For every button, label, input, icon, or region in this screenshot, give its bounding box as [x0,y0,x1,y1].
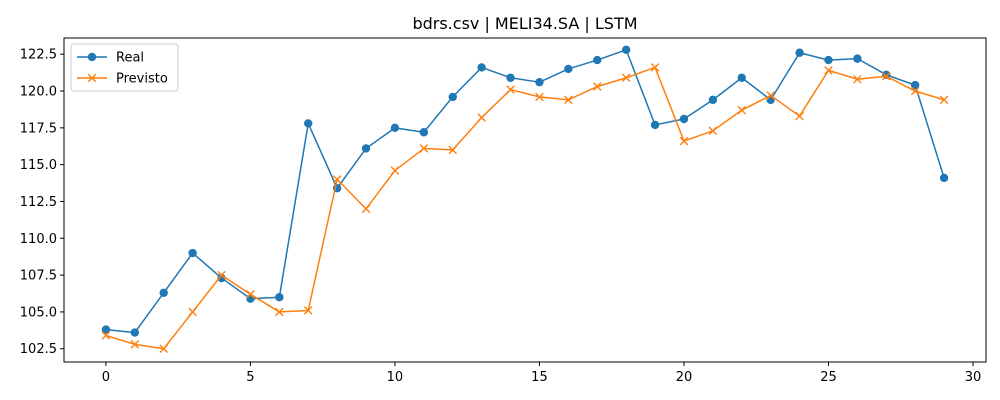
x-tick-label: 0 [102,370,110,385]
data-point [853,54,862,63]
data-point [564,95,573,105]
data-point [737,73,746,82]
x-tick-label: 25 [820,370,837,385]
data-point [188,307,197,317]
data-point [506,73,515,82]
x-tick-label: 10 [387,370,404,385]
data-point [304,119,313,128]
data-point [361,204,371,214]
legend: Real Previsto [70,43,179,92]
data-point [390,123,400,133]
y-tick-label: 122.5 [20,48,57,63]
data-point [448,92,457,102]
data-point [332,175,342,184]
data-point [506,85,515,94]
data-point [477,113,486,122]
data-point [419,128,429,137]
data-point [477,63,486,72]
data-point [246,289,255,299]
data-point [824,66,833,75]
data-point [593,55,602,65]
y-tick-label: 105.0 [20,305,57,320]
series-real [101,45,949,337]
data-point [824,55,833,65]
legend-item: Previsto [77,72,168,87]
data-point [188,248,197,258]
y-tick-label: 110.0 [20,232,57,247]
data-point [101,331,111,340]
data-point [910,80,920,90]
data-point [303,306,313,315]
data-point [766,91,775,100]
data-point [361,144,371,153]
data-point [130,340,140,349]
data-point [535,77,544,87]
legend-marker [87,52,97,62]
data-point [737,105,747,115]
data-point [390,166,400,175]
y-tick-label: 120.0 [20,85,57,100]
data-point [217,270,226,280]
axes: 0 5 10 15 20 25 30 102.5 105.0 107.5 110.0 112.5 115… [20,37,987,385]
data-point [679,114,689,124]
data-point [939,95,949,105]
y-tick-label: 112.5 [20,195,57,210]
data-point [564,64,573,74]
data-point [939,173,949,183]
data-point [621,45,631,54]
series-layer [101,45,949,354]
data-point [621,73,631,83]
y-tick-label: 102.5 [20,342,57,357]
data-point [419,144,429,153]
data-point [592,82,602,91]
chart-title: bdrs.csv | MELI34.SA | LSTM [412,14,637,33]
data-point [448,145,458,155]
data-point [679,136,689,146]
data-point [275,293,284,302]
data-point [881,71,891,81]
data-point [650,120,660,130]
legend-marker [87,73,97,83]
data-point [650,63,660,72]
x-tick-label: 5 [246,370,254,385]
x-tick-label: 30 [965,370,982,385]
data-point [159,344,169,354]
y-tick-label: 115.0 [20,158,57,173]
y-tick-label: 117.5 [20,121,57,136]
data-point [130,328,140,337]
x-tick-label: 20 [676,370,693,385]
data-point [853,74,862,84]
data-point [535,92,544,102]
y-tick-label: 107.5 [20,269,57,284]
x-tick-label: 15 [531,370,548,385]
data-point [275,307,284,317]
data-point [101,325,111,334]
plot-frame [63,37,987,363]
legend-label: Previsto [116,72,168,87]
data-point [159,288,168,297]
series-previsto [101,63,949,354]
data-point [708,95,718,105]
series-line [105,49,945,334]
legend-label: Real [116,51,144,66]
data-point [795,48,804,57]
legend-item: Real [77,51,144,66]
data-point [910,86,920,96]
data-point [708,126,718,136]
data-point [795,111,804,121]
series-line [105,66,945,350]
legend-box [70,43,179,92]
